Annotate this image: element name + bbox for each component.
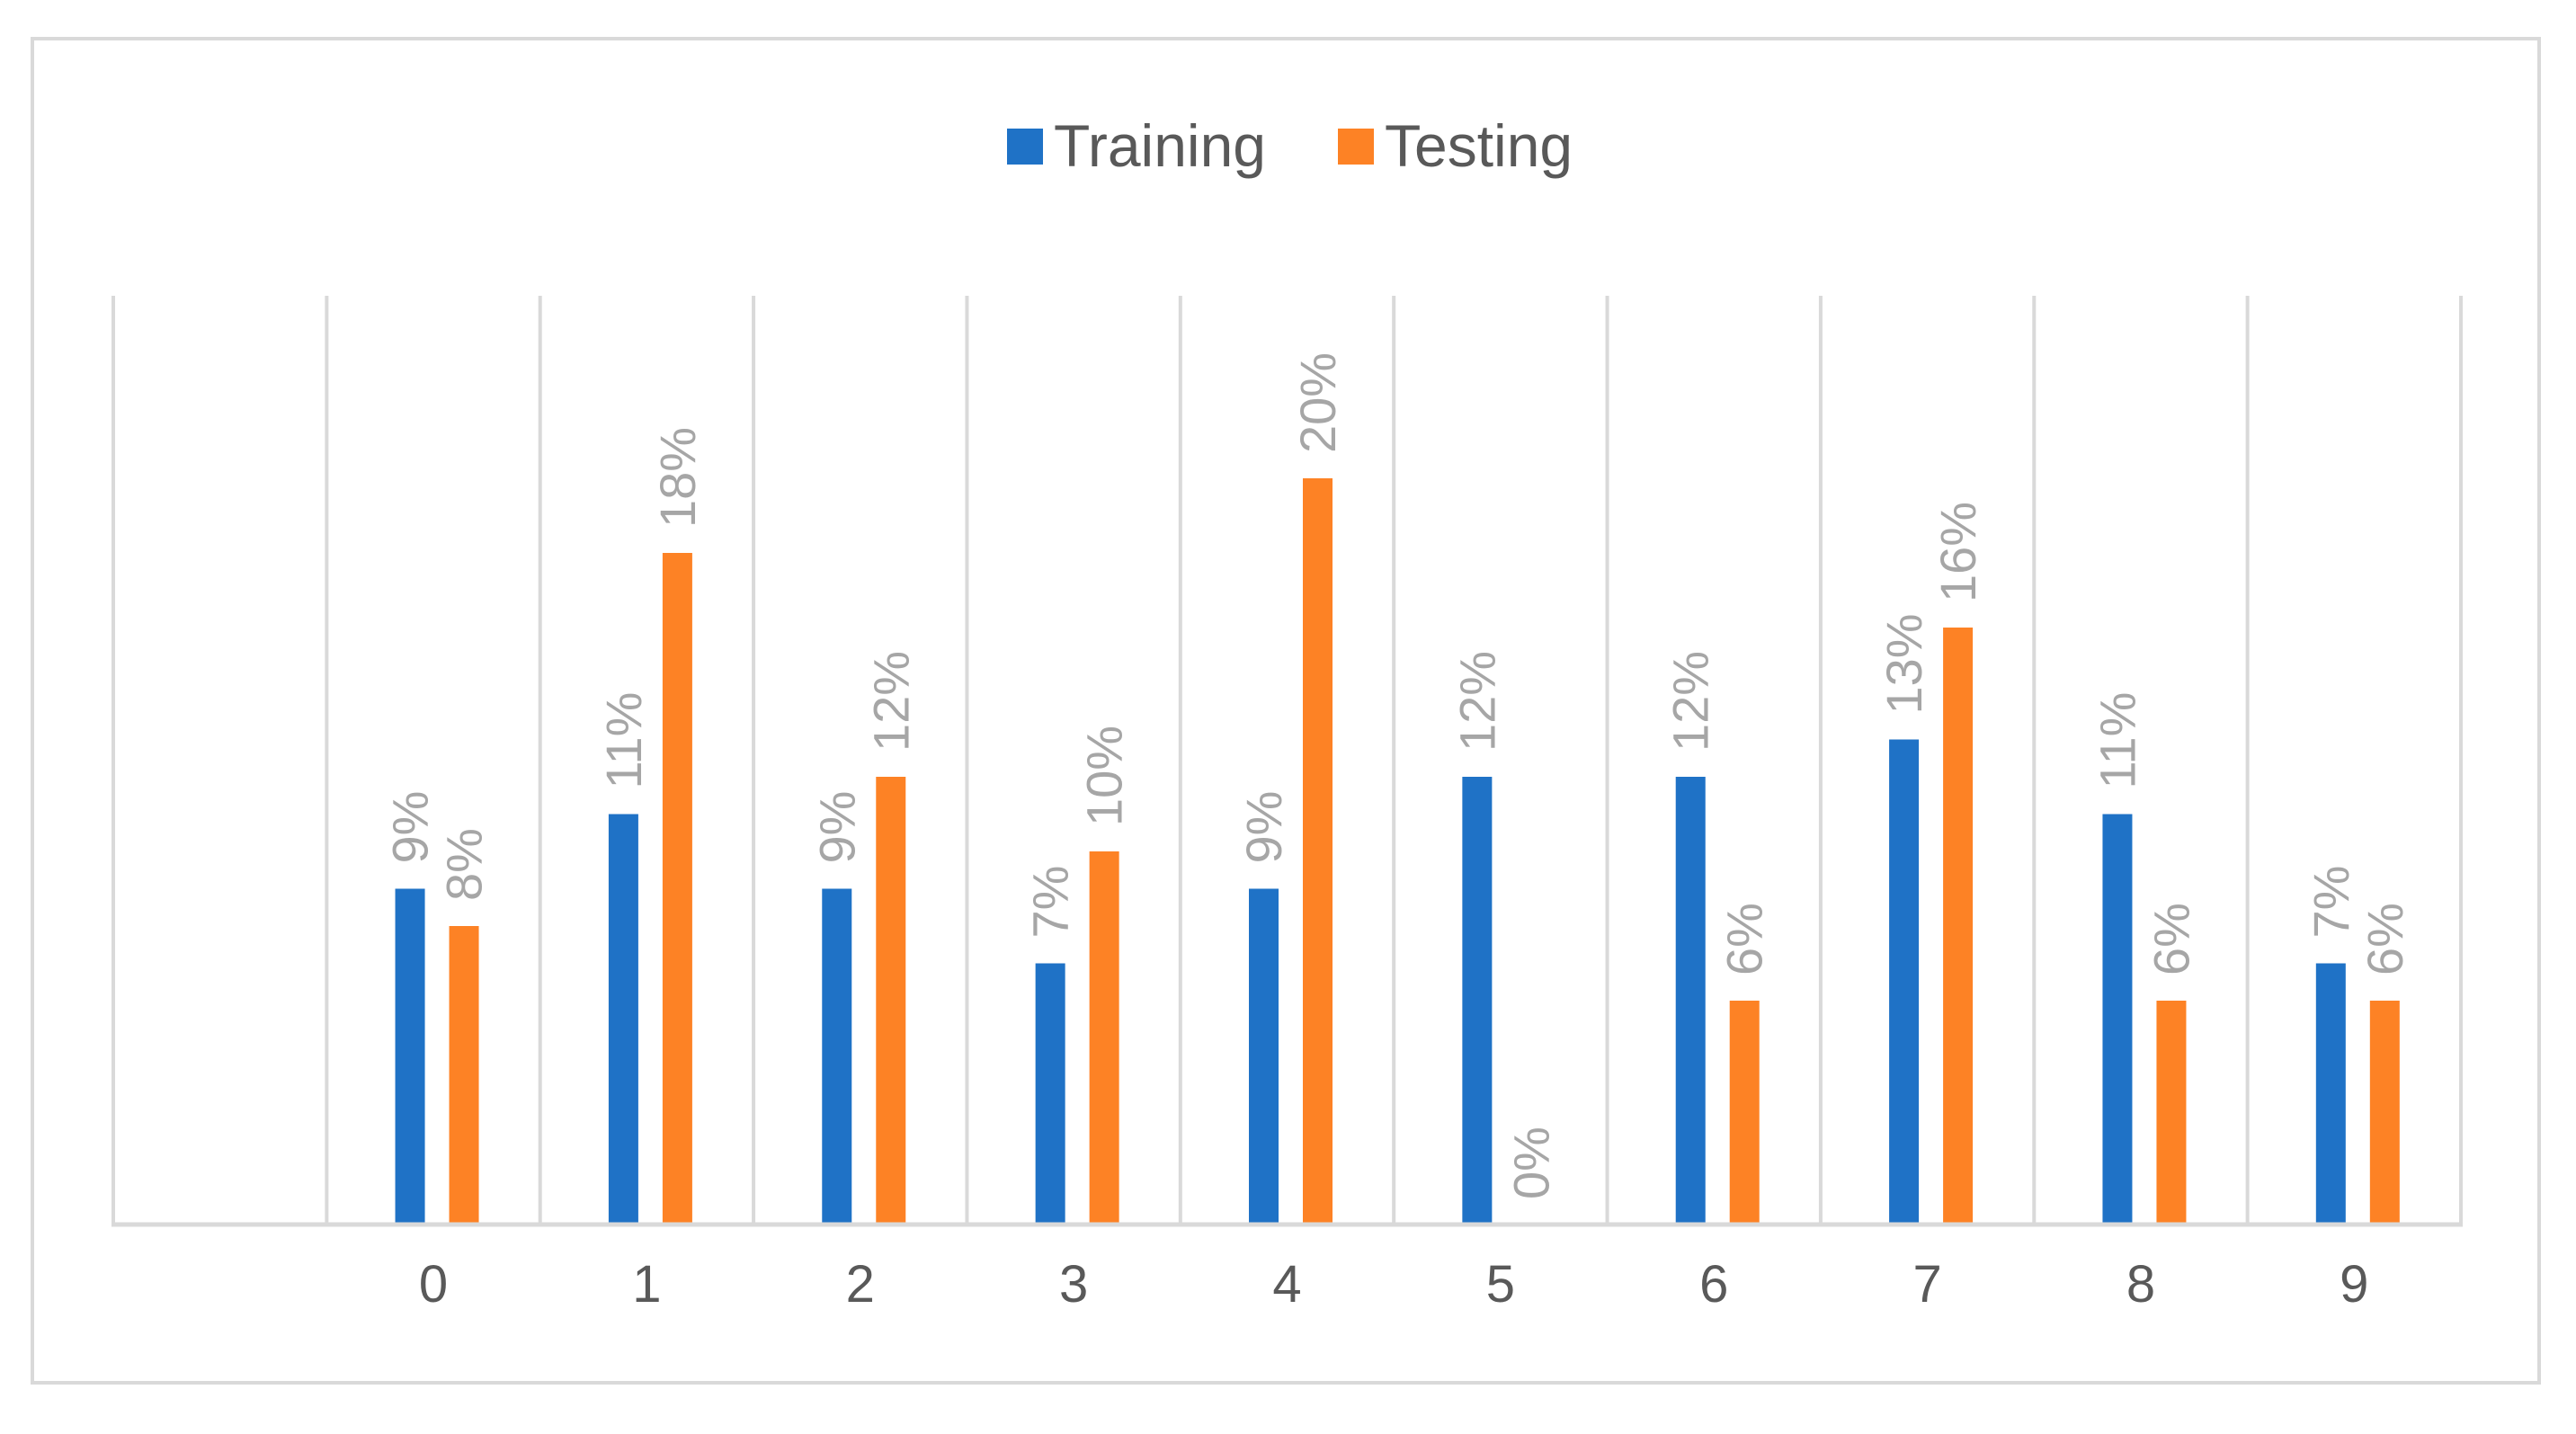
bar-testing-1 — [662, 553, 692, 1225]
bar-testing-6 — [1729, 1001, 1760, 1225]
x-tick-label-4: 4 — [1272, 1255, 1301, 1314]
data-label-training-0: 9% — [382, 791, 439, 864]
data-label-training-3: 7% — [1022, 866, 1079, 939]
data-label-testing-9: 6% — [2357, 903, 2413, 975]
x-tick-label-6: 6 — [1699, 1255, 1728, 1314]
legend-swatch-testing — [1338, 129, 1374, 165]
bar-testing-8 — [2156, 1001, 2187, 1225]
data-label-training-9: 7% — [2303, 866, 2359, 939]
x-tick-label-5: 5 — [1486, 1255, 1515, 1314]
x-tick-label-7: 7 — [1912, 1255, 1941, 1314]
legend-label-testing: Testing — [1385, 112, 1573, 179]
bars — [395, 478, 2400, 1225]
data-label-testing-7: 16% — [1930, 502, 1986, 602]
data-label-testing-5: 0% — [1502, 1127, 1559, 1199]
data-label-training-8: 11% — [2089, 692, 2145, 789]
bar-testing-7 — [1943, 628, 1974, 1225]
data-label-testing-4: 20% — [1289, 352, 1346, 453]
bar-training-8 — [2102, 814, 2133, 1225]
bar-testing-9 — [2369, 1001, 2400, 1225]
data-label-training-5: 12% — [1448, 651, 1505, 752]
legend: Training Testing — [1007, 112, 1573, 179]
x-tick-label-3: 3 — [1059, 1255, 1088, 1314]
x-tick-label-9: 9 — [2340, 1255, 2368, 1314]
x-tick-label-2: 2 — [846, 1255, 875, 1314]
data-label-training-1: 11% — [595, 692, 652, 789]
data-label-testing-8: 6% — [2143, 903, 2199, 975]
bar-training-3 — [1035, 963, 1065, 1225]
bar-training-0 — [395, 888, 425, 1225]
bar-testing-4 — [1303, 478, 1333, 1225]
legend-label-training: Training — [1054, 112, 1266, 179]
chart-frame: 9% 11% 9% 7% 9% 12% 12% 13% 11% 7% 8% 18% 12% 10% 20% 0… — [31, 37, 2541, 1385]
data-label-testing-2: 12% — [862, 651, 919, 752]
data-label-testing-1: 18% — [649, 427, 706, 528]
bar-training-5 — [1462, 777, 1493, 1225]
bar-testing-0 — [449, 926, 479, 1225]
data-label-testing-0: 8% — [436, 828, 493, 901]
bar-training-1 — [608, 814, 638, 1225]
bar-testing-3 — [1089, 851, 1119, 1225]
bar-training-9 — [2315, 963, 2346, 1225]
data-label-training-2: 9% — [808, 791, 865, 864]
bar-training-4 — [1249, 888, 1279, 1225]
legend-swatch-training — [1007, 129, 1043, 165]
bar-training-7 — [1889, 739, 1920, 1225]
data-label-testing-6: 6% — [1716, 903, 1773, 975]
data-labels: 9% 11% 9% 7% 9% 12% 12% 13% 11% 7% 8% 18% 12% 10% 20% 0… — [382, 352, 2413, 1199]
data-label-training-7: 13% — [1876, 613, 1932, 714]
bar-testing-2 — [876, 777, 906, 1225]
x-tick-label-0: 0 — [419, 1255, 448, 1314]
data-label-training-4: 9% — [1235, 791, 1292, 864]
grid-lines — [111, 296, 2463, 1225]
x-tick-labels: 0 1 2 3 4 5 6 7 8 9 — [419, 1255, 2369, 1314]
data-label-testing-3: 10% — [1076, 726, 1133, 826]
chart-svg: 9%11%9%7%9%12% 12% 13%11%7%8%18%12%10%20%0… — [111, 112, 2463, 1314]
data-label-training-6: 12% — [1662, 651, 1719, 752]
bar-training-6 — [1675, 777, 1706, 1225]
x-tick-label-8: 8 — [2126, 1255, 2155, 1314]
x-tick-label-1: 1 — [632, 1255, 661, 1314]
bar-training-2 — [822, 888, 852, 1225]
